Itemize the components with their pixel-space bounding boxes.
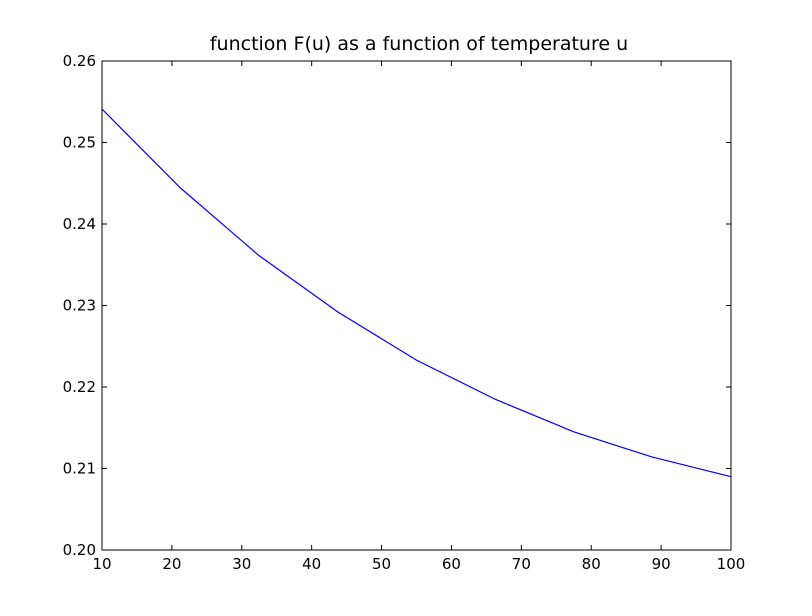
x-tick-label: 50: [372, 555, 391, 573]
x-tick-label: 80: [582, 555, 601, 573]
x-tick-label: 100: [717, 555, 746, 573]
axis-ticks: 10 20 30 40 50 60 70 80 90 100 0.20 0.21 0.22 0.23 0.2…: [63, 52, 746, 573]
x-tick-label: 70: [512, 555, 531, 573]
x-tick-label: 40: [302, 555, 321, 573]
y-tick-label: 0.24: [63, 215, 96, 233]
x-tick-label: 10: [92, 555, 111, 573]
x-tick-label: 90: [652, 555, 671, 573]
x-tick-label: 60: [442, 555, 461, 573]
series-line-0: [101, 108, 732, 478]
x-tick-label: 30: [232, 555, 251, 573]
x-tick-label: 20: [162, 555, 181, 573]
y-tick-label: 0.21: [63, 460, 96, 478]
y-tick-label: 0.26: [63, 52, 96, 70]
y-tick-label: 0.25: [63, 134, 96, 152]
chart-title: function F(u) as a function of temperatu…: [210, 33, 628, 55]
y-tick-label: 0.22: [63, 378, 96, 396]
plot-area: [101, 108, 732, 478]
y-tick-label: 0.23: [63, 297, 96, 315]
axes-frame: [101, 60, 732, 551]
y-tick-label: 0.20: [63, 541, 96, 559]
